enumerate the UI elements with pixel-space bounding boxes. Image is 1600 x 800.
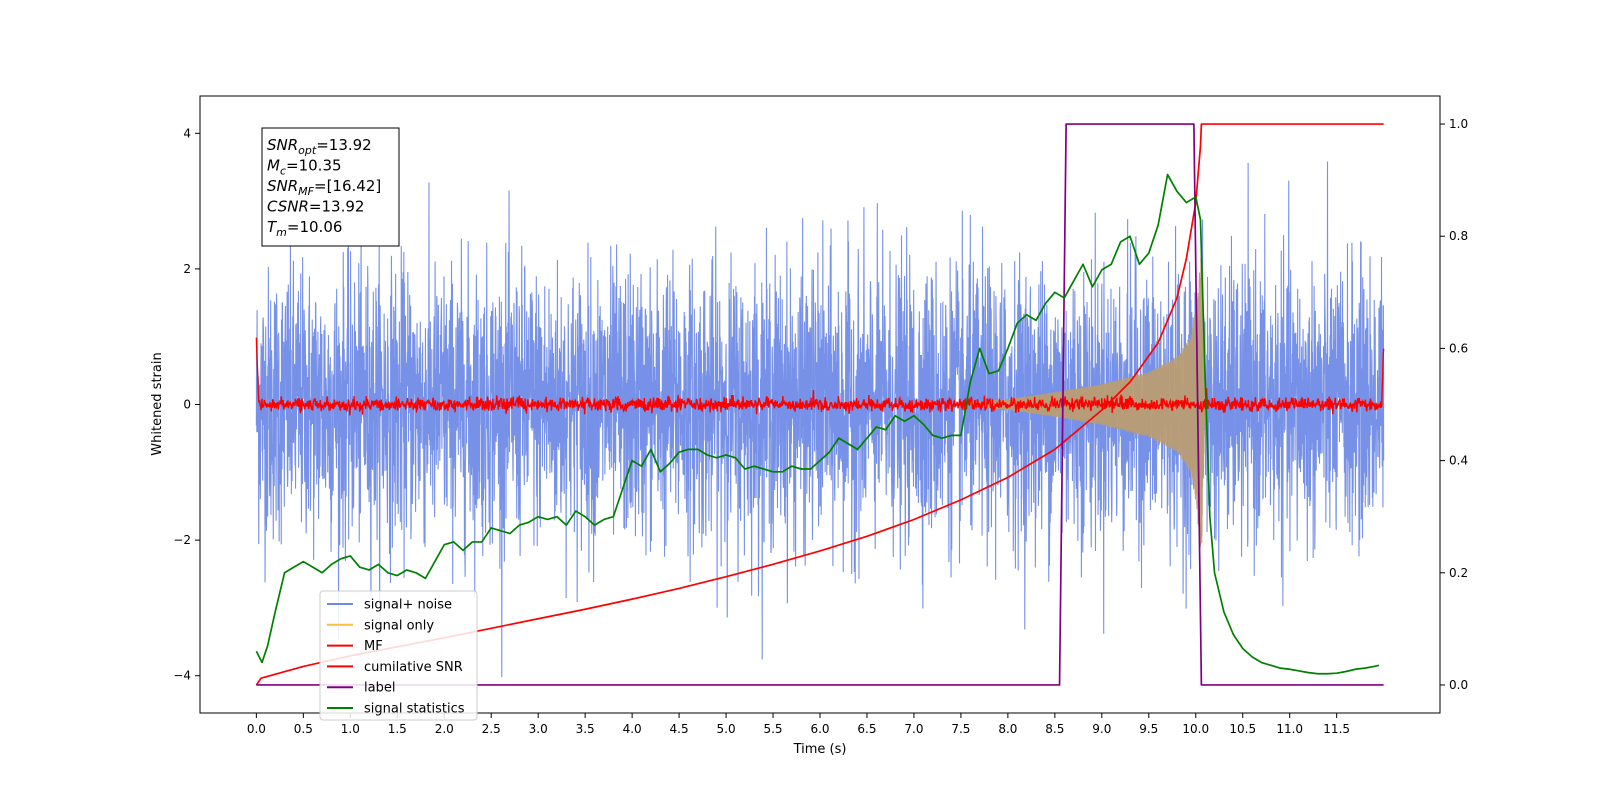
x-tick-label: 1.5 bbox=[388, 722, 407, 736]
legend-entry-label: cumilative SNR bbox=[364, 660, 463, 675]
legend: signal+ noise signal only MF cumilative SNR… bbox=[319, 590, 478, 721]
x-tick-label: 10.0 bbox=[1182, 722, 1209, 736]
x-tick-label: 6.0 bbox=[810, 722, 829, 736]
y-axis-right: 0.0 0.2 0.4 0.6 0.8 1.0 bbox=[1440, 117, 1468, 692]
legend-entry-label: signal statistics bbox=[364, 702, 465, 717]
y2-tick-label: 0.2 bbox=[1449, 566, 1468, 580]
series-signal-statistics-line bbox=[255, 173, 1380, 675]
x-tick-label: 2.0 bbox=[435, 722, 454, 736]
y2-tick-label: 0.8 bbox=[1449, 229, 1468, 243]
y-tick-label: −4 bbox=[173, 669, 191, 683]
series-mf-line bbox=[255, 337, 1385, 416]
x-tick-label: 8.5 bbox=[1045, 722, 1064, 736]
y2-tick-label: 0.4 bbox=[1449, 454, 1468, 468]
x-tick-label: 10.5 bbox=[1229, 722, 1256, 736]
x-tick-label: 7.5 bbox=[951, 722, 970, 736]
x-tick-label: 5.0 bbox=[717, 722, 736, 736]
legend-entry-label: MF bbox=[364, 639, 383, 654]
y-axis-label: Whitened strain bbox=[150, 352, 165, 455]
x-tick-label: 1.0 bbox=[341, 722, 360, 736]
x-tick-label: 4.5 bbox=[670, 722, 689, 736]
x-tick-label: 7.0 bbox=[904, 722, 923, 736]
y-tick-label: 0 bbox=[183, 398, 191, 412]
annotation-line: Tm=10.06 bbox=[267, 218, 342, 239]
annotation-line: Mc=10.35 bbox=[267, 157, 342, 178]
x-tick-label: 4.0 bbox=[623, 722, 642, 736]
x-tick-label: 2.5 bbox=[482, 722, 501, 736]
x-axis: 0.0 0.5 1.0 1.5 2.0 2.5 3.0 3.5 4.0 4.5 5.0 5.5 6.0 6… bbox=[247, 713, 1350, 736]
x-tick-label: 9.5 bbox=[1139, 722, 1158, 736]
legend-frame bbox=[319, 590, 478, 721]
x-tick-label: 11.5 bbox=[1323, 722, 1350, 736]
legend-entry-label: signal+ noise bbox=[364, 598, 452, 613]
legend-entry-label: signal only bbox=[364, 618, 434, 633]
x-tick-label: 0.5 bbox=[294, 722, 313, 736]
annotation-line: SNRopt=13.92 bbox=[267, 136, 372, 157]
y2-tick-label: 0.0 bbox=[1449, 678, 1468, 692]
y-tick-label: −2 bbox=[173, 533, 191, 547]
x-tick-label: 0.0 bbox=[247, 722, 266, 736]
y2-tick-label: 1.0 bbox=[1449, 117, 1468, 131]
annotation-line: SNRMF=[16.42] bbox=[267, 177, 381, 198]
x-axis-label: Time (s) bbox=[793, 742, 847, 757]
y-tick-label: 4 bbox=[183, 126, 191, 140]
x-tick-label: 6.5 bbox=[857, 722, 876, 736]
y-axis-left: −4 −2 0 2 4 bbox=[173, 126, 200, 683]
x-tick-label: 8.0 bbox=[998, 722, 1017, 736]
annotation-line: CSNR=13.92 bbox=[267, 198, 364, 216]
y-tick-label: 2 bbox=[183, 262, 191, 276]
annotation-frame bbox=[261, 127, 400, 247]
legend-entry-label: label bbox=[364, 681, 395, 696]
series-label-line bbox=[256, 123, 1384, 686]
y2-tick-label: 0.6 bbox=[1449, 341, 1468, 355]
stats-annotation-box: SNRopt=13.92Mc=10.35SNRMF=[16.42]CSNR=13… bbox=[261, 127, 400, 247]
x-tick-label: 3.5 bbox=[576, 722, 595, 736]
x-tick-label: 3.0 bbox=[529, 722, 548, 736]
x-tick-label: 5.5 bbox=[763, 722, 782, 736]
x-tick-label: 11.0 bbox=[1276, 722, 1303, 736]
x-tick-label: 9.0 bbox=[1092, 722, 1111, 736]
